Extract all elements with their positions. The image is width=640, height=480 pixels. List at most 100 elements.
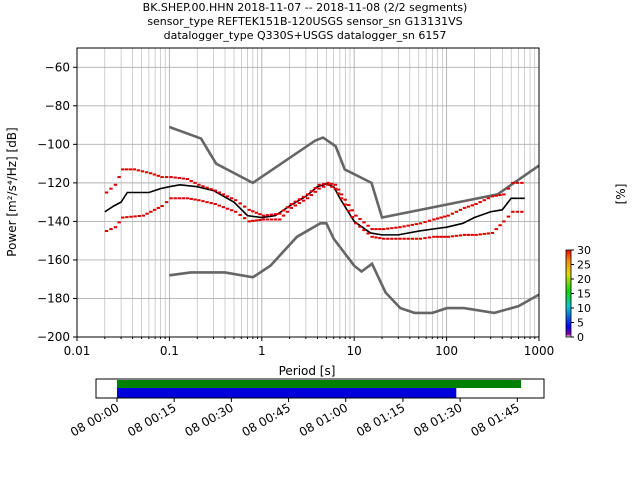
percentile-dash [213,203,217,206]
percentile-dash [326,181,330,184]
percentile-dash [439,235,443,238]
percentile-dash [454,234,459,237]
percentile-dash [281,214,286,217]
percentile-dash [104,230,109,233]
percentile-dash [482,232,486,235]
percentile-dash [209,188,213,191]
percentile-dash [466,205,471,208]
percentile-dash [229,197,234,200]
percentile-dash [462,233,467,236]
data-coverage-bar [116,380,522,388]
title-line-3: datalogger_type Q330S+USGS datalogger_sn… [164,29,447,42]
percentile-upper-curve [104,168,524,231]
percentile-dash [494,228,498,231]
colorbar-tick-label: 15 [577,288,591,301]
timeline-tick-label: 08 01:00 [297,400,350,439]
percentile-dash [297,202,302,205]
percentile-dash [258,218,262,221]
percentile-dash [478,233,482,236]
percentile-dash [193,198,197,201]
percentile-dash [343,203,347,206]
x-tick-label: 0.1 [160,344,179,358]
timeline-tick-label: 08 00:00 [68,400,121,439]
percentile-dash [432,218,436,221]
percentile-dash [366,224,370,227]
percentile-dash [446,214,450,217]
percentile-dash [382,237,386,240]
percentile-dash [301,199,306,202]
timeline-tick-label: 08 01:45 [468,400,521,439]
percentile-dash [148,172,153,175]
percentile-dash [274,213,278,216]
y-tick-label: −180 [37,291,70,305]
percentile-dash [293,204,298,207]
percentile-dash [269,213,274,216]
colorbar-label: [%] [614,184,628,205]
percentile-dash [132,168,137,171]
percentile-dash [378,228,382,231]
percentile-dash [309,190,314,193]
x-tick-label: 100 [435,344,458,358]
percentile-dash [370,235,374,238]
y-tick-label: −60 [45,60,70,74]
percentile-dash [197,183,201,186]
percentile-dash [435,235,440,238]
percentile-dash [358,225,362,228]
percentile-dash [305,193,310,196]
percentile-dash [225,207,230,210]
percentile-dash [181,197,186,200]
percentile-dash [317,187,321,190]
percentile-dash [435,217,440,220]
percentile-dash [242,205,247,208]
percentile-dash [382,228,386,231]
percentile-dash [149,210,153,213]
percentile-dash [450,212,455,215]
percentile-dash [258,213,262,216]
x-axis-label: Period [s] [279,364,336,378]
percentile-dash [511,181,515,184]
mean-curve [104,182,525,236]
percentile-dash [386,237,390,240]
percentile-dash [410,237,414,240]
percentile-dash [156,206,161,209]
y-tick-label: −80 [45,99,70,113]
percentile-dash [330,182,334,185]
percentile-dash [121,216,125,219]
percentile-dash [309,194,314,197]
percentile-dash [293,200,298,203]
percentile-dash [173,197,177,200]
percentile-dash [285,210,290,213]
percentile-dash [462,206,467,209]
percentile-dash [410,223,414,226]
percentile-dash [133,215,137,218]
percentile-dash [128,168,133,171]
percentile-dash [394,226,398,229]
percentile-dash [370,228,374,231]
timeline-tick-label: 08 00:45 [240,400,293,439]
percentile-dash [233,210,238,213]
percentile-dash [498,224,502,227]
percentile-dash [333,187,338,190]
percentile-dash [511,210,515,213]
percentile-dash [482,199,486,202]
title-line-2: sensor_type REFTEK151B-120USGS sensor_sn… [147,15,462,28]
x-tick-label: 1 [258,344,266,358]
percentile-dash [254,219,259,222]
percentile-dash [160,204,164,207]
y-axis-label: Power [m²/s⁴/Hz] [dB] [5,127,19,256]
timeline-frame [95,378,545,399]
percentile-dash [201,200,205,203]
percentile-dash [185,197,190,200]
percentile-dash [156,174,160,177]
percentile-dash [225,195,230,198]
percentile-dash [301,195,306,198]
percentile-dash [129,215,133,218]
percentile-dash [515,181,520,184]
main-series-layer [104,125,540,315]
percentile-dash [321,182,326,185]
percentile-dash [339,197,344,200]
y-tick-label: −200 [37,330,70,344]
percentile-dash [358,217,362,220]
percentile-dash [427,219,432,222]
